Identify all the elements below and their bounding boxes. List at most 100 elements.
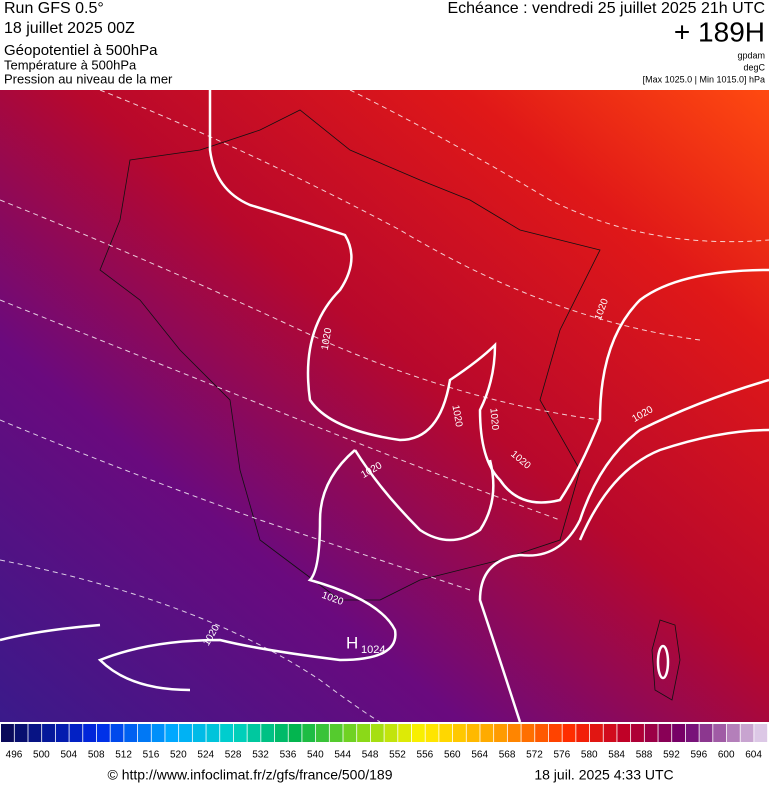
colorbar-label: 536 bbox=[280, 750, 297, 761]
pressure-range: [Max 1025.0 | Min 1015.0] hPa bbox=[643, 74, 765, 84]
color-swatch bbox=[631, 724, 644, 742]
color-swatch bbox=[726, 724, 740, 742]
isotherm bbox=[0, 419, 471, 591]
colorbar-label: 596 bbox=[690, 750, 707, 761]
color-swatch bbox=[343, 724, 357, 742]
isobar bbox=[208, 90, 769, 504]
map-background bbox=[0, 90, 769, 722]
offset: + 189H bbox=[674, 16, 765, 47]
country-border bbox=[99, 109, 601, 601]
colorbar-label: 600 bbox=[718, 750, 735, 761]
color-swatch bbox=[398, 724, 412, 742]
color-swatch bbox=[69, 724, 83, 742]
isobar bbox=[478, 378, 769, 723]
high-value: 1024 bbox=[361, 644, 385, 656]
colorbar-label: 520 bbox=[170, 750, 187, 761]
isobar bbox=[353, 449, 495, 542]
color-swatch bbox=[357, 724, 371, 742]
color-swatch bbox=[137, 724, 151, 742]
color-swatch bbox=[28, 724, 42, 742]
color-swatch bbox=[247, 724, 261, 742]
colorbar-label: 504 bbox=[60, 750, 77, 761]
colorbar-label: 576 bbox=[554, 750, 571, 761]
color-swatch bbox=[316, 724, 329, 742]
color-swatch bbox=[302, 724, 316, 742]
color-swatch bbox=[96, 724, 110, 742]
color-swatch bbox=[507, 724, 521, 742]
isotherm bbox=[0, 199, 601, 421]
colorbar-label: 540 bbox=[307, 750, 324, 761]
colorbar-label: 532 bbox=[252, 750, 269, 761]
color-swatch bbox=[384, 724, 398, 742]
colorbar-label: 544 bbox=[334, 750, 351, 761]
echeance: Echéance : vendredi 25 juillet 2025 21h … bbox=[447, 0, 765, 17]
colorbar-label: 604 bbox=[745, 750, 762, 761]
color-swatch bbox=[589, 724, 603, 742]
color-swatch bbox=[548, 724, 562, 742]
colorbar-label: 548 bbox=[362, 750, 379, 761]
colorbar-label: 560 bbox=[444, 750, 461, 761]
run-date: 18 juillet 2025 00Z bbox=[4, 20, 135, 37]
isobar bbox=[0, 623, 101, 642]
colorbar-label: 516 bbox=[143, 750, 160, 761]
colorbar-label: 500 bbox=[33, 750, 50, 761]
colorbar-label: 584 bbox=[608, 750, 625, 761]
color-swatch bbox=[110, 724, 124, 742]
color-swatch bbox=[713, 724, 727, 742]
color-swatch bbox=[151, 724, 165, 742]
isobar-label: 1020 bbox=[449, 404, 464, 428]
color-swatch bbox=[603, 724, 617, 742]
colorbar-label: 580 bbox=[581, 750, 598, 761]
colorbar-label: 524 bbox=[197, 750, 214, 761]
colorbar-label: 564 bbox=[471, 750, 488, 761]
color-swatch bbox=[521, 724, 535, 742]
color-swatch bbox=[370, 724, 384, 742]
color-swatch bbox=[644, 724, 658, 742]
color-swatch bbox=[411, 724, 425, 742]
color-swatch bbox=[1, 724, 14, 742]
isotherm bbox=[0, 559, 381, 723]
color-swatch bbox=[672, 724, 686, 742]
color-swatch bbox=[261, 724, 275, 742]
field-3: Pression au niveau de la mer bbox=[4, 71, 173, 86]
color-swatch bbox=[124, 724, 138, 742]
isobar bbox=[97, 449, 397, 692]
color-swatch bbox=[494, 724, 507, 742]
isobar-label: 1020 bbox=[487, 408, 500, 432]
isobar bbox=[578, 428, 769, 541]
colorbar-label: 592 bbox=[663, 750, 680, 761]
field-2: Température à 500hPa bbox=[4, 57, 137, 72]
color-swatch bbox=[425, 724, 439, 742]
color-swatch bbox=[329, 724, 343, 742]
colorbar-label: 568 bbox=[499, 750, 516, 761]
colorbar-label: 496 bbox=[6, 750, 23, 761]
color-swatch bbox=[617, 724, 631, 742]
high-marker: H bbox=[346, 633, 358, 652]
color-swatch bbox=[740, 724, 754, 742]
isotherm bbox=[99, 89, 701, 341]
color-swatch bbox=[220, 724, 234, 742]
color-swatch bbox=[165, 724, 179, 742]
generated: 18 juil. 2025 4:33 UTC bbox=[534, 767, 673, 783]
field-1: Géopotentiel à 500hPa bbox=[4, 42, 158, 59]
colorbar-label: 552 bbox=[389, 750, 406, 761]
color-swatch bbox=[55, 724, 69, 742]
colorbar-label: 556 bbox=[417, 750, 434, 761]
color-swatch bbox=[754, 724, 768, 742]
color-swatch bbox=[274, 724, 288, 742]
colorbar-label: 508 bbox=[88, 750, 105, 761]
isotherm bbox=[349, 89, 769, 243]
island-border bbox=[651, 619, 681, 701]
color-swatch bbox=[562, 724, 576, 742]
color-swatch bbox=[206, 724, 220, 742]
colorbar-label: 572 bbox=[526, 750, 543, 761]
color-swatch bbox=[288, 724, 302, 742]
isobar bbox=[656, 644, 670, 680]
color-swatch bbox=[480, 724, 494, 742]
colorbar-label: 512 bbox=[115, 750, 132, 761]
color-swatch bbox=[535, 724, 549, 742]
unit: gpdam bbox=[737, 50, 765, 60]
isobar-label: 1020 bbox=[320, 327, 335, 351]
colorbar-label: 588 bbox=[636, 750, 653, 761]
